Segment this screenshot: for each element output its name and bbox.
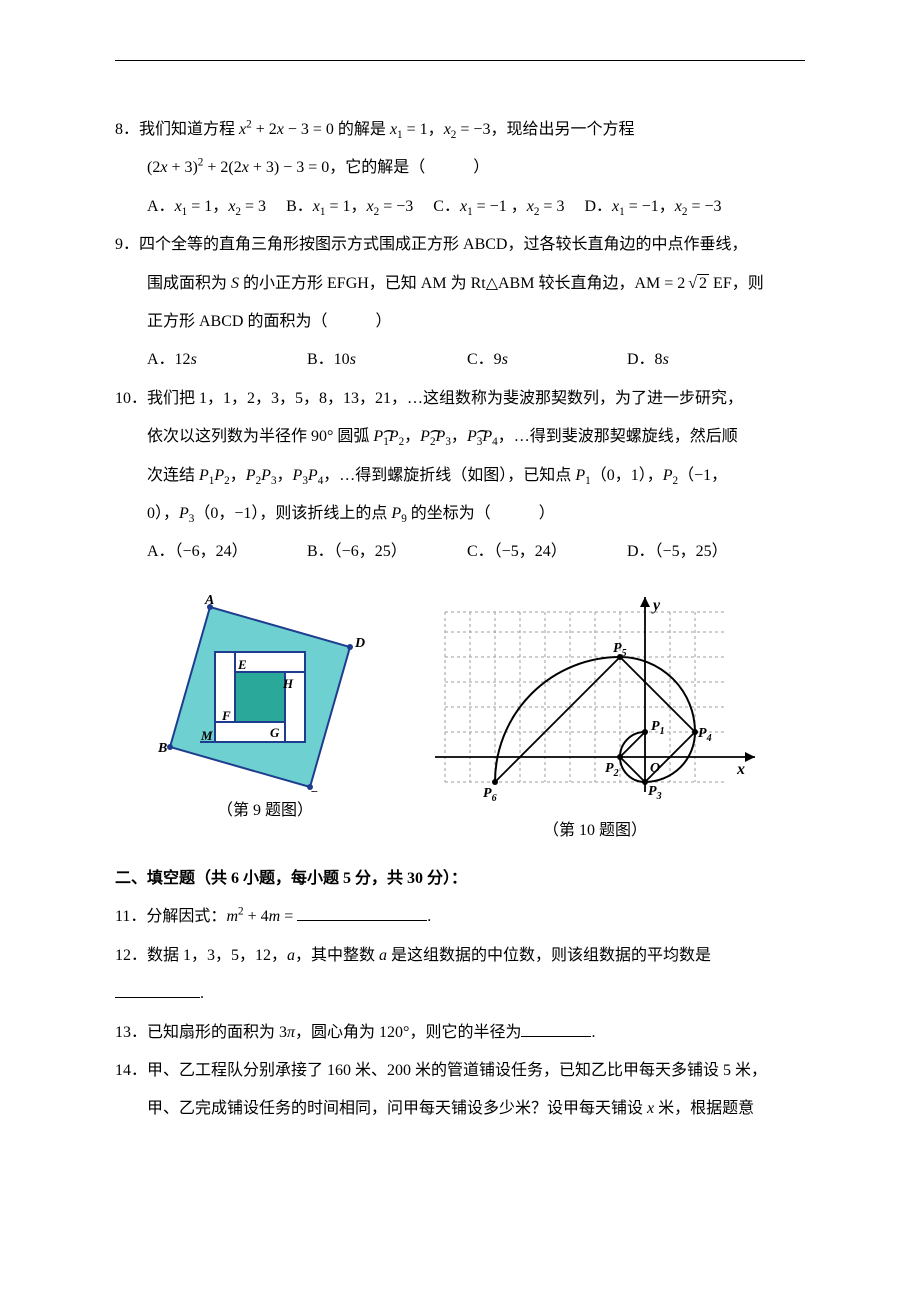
q13: 13．已知扇形的面积为 3π，圆心角为 120°，则它的半径为. [115,1014,805,1052]
svg-text:M: M [200,728,213,743]
q9-text3: 正方形 ABCD 的面积为（ ） [147,313,391,330]
q8-paren: ，它的解是（ ） [329,159,489,176]
q14-t1: 甲、乙工程队分别承接了 160 米、200 米的管道铺设任务，已知乙比甲每天多铺… [147,1062,767,1079]
q10-text1: 我们把 1，1，2，3，5，8，13，21，…这组数称为斐波那契数列，为了进一步… [147,390,743,407]
p3c: （0，−1），则该折线上的点 [194,505,391,522]
q14-t2a: 甲、乙完成铺设任务的时间相同，问甲每天铺设多少米？设甲每天铺设 [147,1100,647,1117]
svg-text:P3: P3 [648,784,662,802]
section2-title: 二、填空题（共 6 小题，每小题 5 分，共 30 分）： [115,860,805,898]
q8-options: A．x1 = 1，x2 = 3 B．x1 = 1，x2 = −3 C．x1 = … [115,188,805,226]
q10-figure: P1 P2 P3 P4 P5 P6 O x y （第 10 题图） [415,592,775,850]
figures-row: A D C B E H F G M （第 9 题图） [115,592,805,850]
q9-caption: （第 9 题图） [115,792,415,830]
opt-b-label: B． [286,198,313,215]
p1c: （0，1）， [591,467,663,484]
opt-c: C．（−5，24） [467,533,627,571]
q8-text2: 的解是 [334,121,390,138]
q14-t2b: 米，根据题意 [654,1100,754,1117]
svg-text:P1: P1 [651,719,665,737]
q13-end: . [591,1024,595,1041]
q11: 11．分解因式：m2 + 4m = . [115,898,805,936]
q10-text3b: ，…得到螺旋折线（如图），已知点 [323,467,575,484]
q10-text2a: 依次以这列数为半径作 90° 圆弧 [147,428,373,445]
q8-line1: 8．我们知道方程 x2 + 2x − 3 = 0 的解是 x1 = 1，x2 =… [115,111,805,149]
q9-text2c: EF，则 [709,275,764,292]
q12-line2: . [115,975,805,1013]
svg-text:E: E [237,657,247,672]
sep: ， [428,121,444,138]
blank [297,907,427,922]
q12-t3: 是这组数据的中位数，则该组数据的平均数是 [387,947,711,964]
q14-line2: 甲、乙完成铺设任务的时间相同，问甲每天铺设多少米？设甲每天铺设 x 米，根据题意 [115,1090,805,1128]
svg-text:x: x [736,761,745,778]
q14-label: 14． [115,1062,147,1079]
q9-text2b: 的小正方形 EFGH，已知 AM 为 Rt△ABM 较长直角边，AM = 2 [239,275,685,292]
q10-options: A．（−6，24）B．（−6，25）C．（−5，24）D．（−5，25） [115,533,805,571]
svg-text:D: D [354,636,365,651]
q14-line1: 14．甲、乙工程队分别承接了 160 米、200 米的管道铺设任务，已知乙比甲每… [115,1052,805,1090]
svg-text:G: G [270,725,280,740]
q8-line2: (2x + 3)2 + 2(2x + 3) − 3 = 0，它的解是（ ） [115,149,805,187]
p2c: （−1， [678,467,727,484]
svg-text:B: B [157,741,167,756]
svg-text:A: A [204,593,214,608]
q13-t1: 已知扇形的面积为 3 [147,1024,287,1041]
svg-text:P2: P2 [605,761,619,779]
q10-text2b: ，…得到斐波那契螺旋线，然后顺 [498,428,738,445]
q12-line1: 12．数据 1，3，5，12，a，其中整数 a 是这组数据的中位数，则该组数据的… [115,937,805,975]
q11-text: 分解因式： [146,908,226,925]
q9-line1: 9．四个全等的直角三角形按图示方式围成正方形 ABCD，过各较长直角边的中点作垂… [115,226,805,264]
q8-text3: ，现给出另一个方程 [490,121,634,138]
opt-c-label: C． [433,198,460,215]
q10-line1: 10．我们把 1，1，2，3，5，8，13，21，…这组数称为斐波那契数列，为了… [115,380,805,418]
q9-line3: 正方形 ABCD 的面积为（ ） [115,303,805,341]
q9-label: 9． [115,236,139,253]
top-rule [115,60,805,61]
opt-a-label: A． [147,198,175,215]
svg-text:F: F [221,708,231,723]
blank [115,984,200,999]
q12-t1: 数据 1，3，5，12， [147,947,287,964]
q11-end: . [427,908,431,925]
q9-line2: 围成面积为 S 的小正方形 EFGH，已知 AM 为 Rt△ABM 较长直角边，… [115,265,805,303]
q9-text2a: 围成面积为 [147,275,231,292]
q13-label: 13． [115,1024,147,1041]
q9-options: A．12sB．10sC．9sD．8s [115,341,805,379]
q8-label: 8． [115,121,139,138]
radicand: 2 [697,274,709,292]
q12-t2: ，其中整数 [295,947,379,964]
q10-text3a: 次连结 [147,467,199,484]
svg-text:P6: P6 [483,786,497,804]
q9-text1: 四个全等的直角三角形按图示方式围成正方形 ABCD，过各较长直角边的中点作垂线， [139,236,747,253]
q10-line4: 0），P3（0，−1），则该折线上的点 P9 的坐标为（ ） [115,495,805,533]
svg-text:P4: P4 [698,726,712,744]
q13-t2: ，圆心角为 120°，则它的半径为 [295,1024,521,1041]
q12-label: 12． [115,947,147,964]
svg-text:O: O [650,761,660,776]
q12-end: . [200,985,204,1002]
a-var: a [287,947,295,964]
pi: π [287,1024,295,1041]
svg-text:y: y [651,597,661,614]
q10-line2: 依次以这列数为半径作 90° 圆弧 P1P2，P2P3，P3P4，…得到斐波那契… [115,418,805,456]
q10-caption: （第 10 题图） [415,812,775,850]
q10-text4a: 0）， [147,505,179,522]
S-var: S [231,275,239,292]
opt-a: A．（−6，24） [147,533,307,571]
opt-b: B．（−6，25） [307,533,467,571]
opt-d: D．（−5，25） [627,533,728,571]
svg-text:H: H [282,676,294,691]
blank [521,1022,591,1037]
q8-text: 我们知道方程 [139,121,239,138]
exam-page: 8．我们知道方程 x2 + 2x − 3 = 0 的解是 x1 = 1，x2 =… [0,0,920,1302]
q10-line3: 次连结 P1P2，P2P3，P3P4，…得到螺旋折线（如图），已知点 P1（0，… [115,457,805,495]
q9-figure: A D C B E H F G M （第 9 题图） [115,592,415,850]
q11-label: 11． [115,908,146,925]
a-var2: a [379,947,387,964]
q10-text4b: 的坐标为（ ） [407,505,555,522]
q10-label: 10． [115,390,147,407]
opt-d-label: D． [584,198,612,215]
